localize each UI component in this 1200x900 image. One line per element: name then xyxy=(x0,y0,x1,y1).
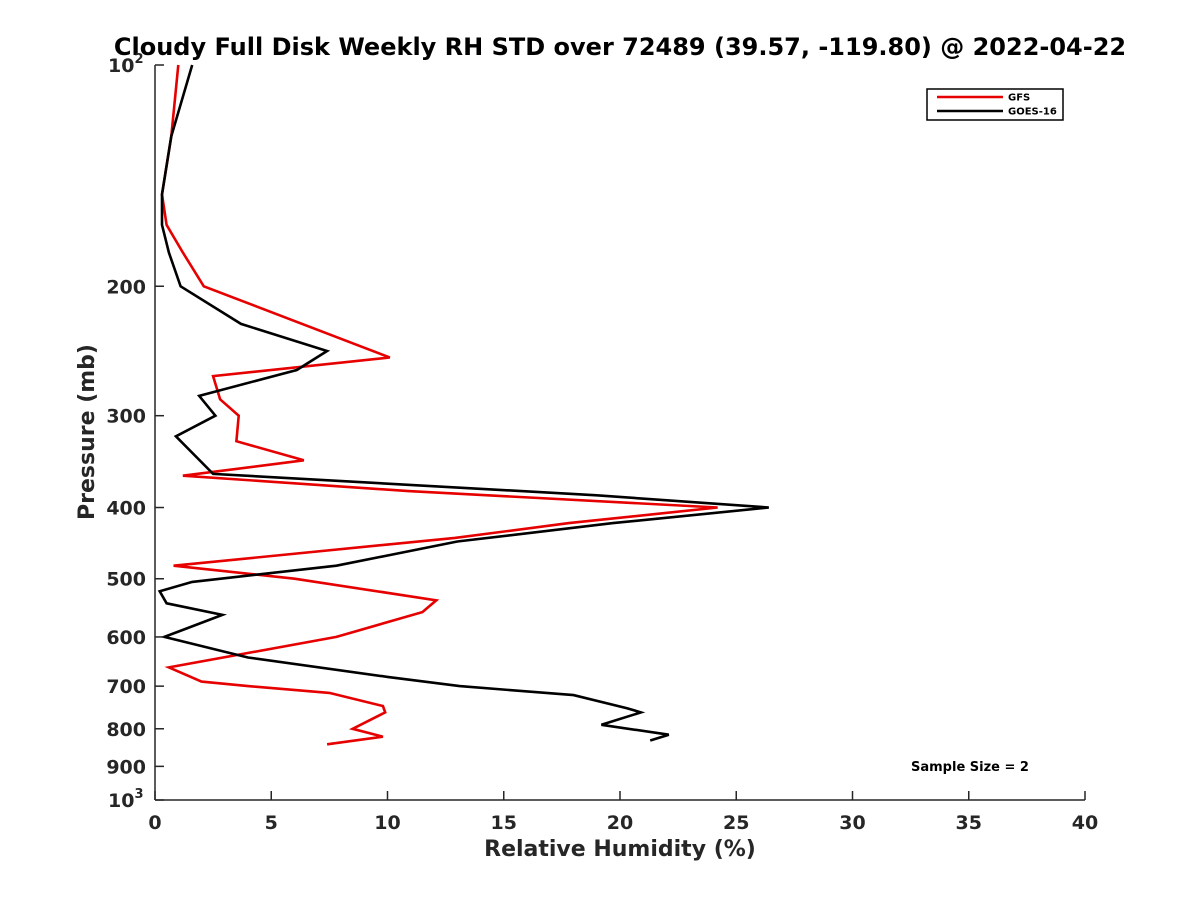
y-tick-label: 700 xyxy=(106,676,146,698)
x-tick-label: 5 xyxy=(265,812,278,834)
x-tick-label: 35 xyxy=(956,812,982,834)
x-tick-label: 30 xyxy=(839,812,865,834)
y-axis-label: Pressure (mb) xyxy=(75,344,100,520)
series-line-gfs xyxy=(160,64,718,746)
y-tick-label: 103 xyxy=(108,787,144,812)
y-tick-label: 200 xyxy=(106,276,146,298)
series-line-goes16 xyxy=(157,64,769,742)
series-layer xyxy=(157,64,769,746)
legend-box xyxy=(926,88,1064,121)
y-ticks: 102 200 300 400 500 600 700 800 900 103 xyxy=(106,52,164,812)
sample-size-annotation: Sample Size = 2 xyxy=(911,760,1029,775)
x-tick-label: 10 xyxy=(374,812,400,834)
y-tick-label: 800 xyxy=(106,719,146,741)
chart-title: Cloudy Full Disk Weekly RH STD over 7248… xyxy=(114,33,1126,61)
y-tick-label: 900 xyxy=(106,756,146,778)
x-tick-label: 20 xyxy=(607,812,633,834)
x-axis-label: Relative Humidity (%) xyxy=(484,837,756,862)
y-tick-label: 500 xyxy=(106,569,146,591)
x-tick-label: 15 xyxy=(491,812,517,834)
legend: GFS GOES-16 xyxy=(926,88,1064,121)
legend-label-goes16: GOES-16 xyxy=(1008,107,1057,118)
y-tick-label: 600 xyxy=(106,627,146,649)
y-tick-exponent: 2 xyxy=(134,52,143,67)
y-tick-label: 400 xyxy=(106,498,146,520)
x-tick-label: 40 xyxy=(1072,812,1098,834)
x-tick-label: 0 xyxy=(148,812,161,834)
x-ticks: 0 5 10 15 20 25 30 35 40 xyxy=(148,791,1098,834)
y-tick-exponent: 3 xyxy=(134,787,143,802)
y-tick-label: 300 xyxy=(106,406,146,428)
plot-area xyxy=(155,65,1085,800)
x-tick-label: 25 xyxy=(723,812,749,834)
y-tick-label: 102 xyxy=(108,52,144,77)
legend-label-gfs: GFS xyxy=(1008,93,1030,104)
